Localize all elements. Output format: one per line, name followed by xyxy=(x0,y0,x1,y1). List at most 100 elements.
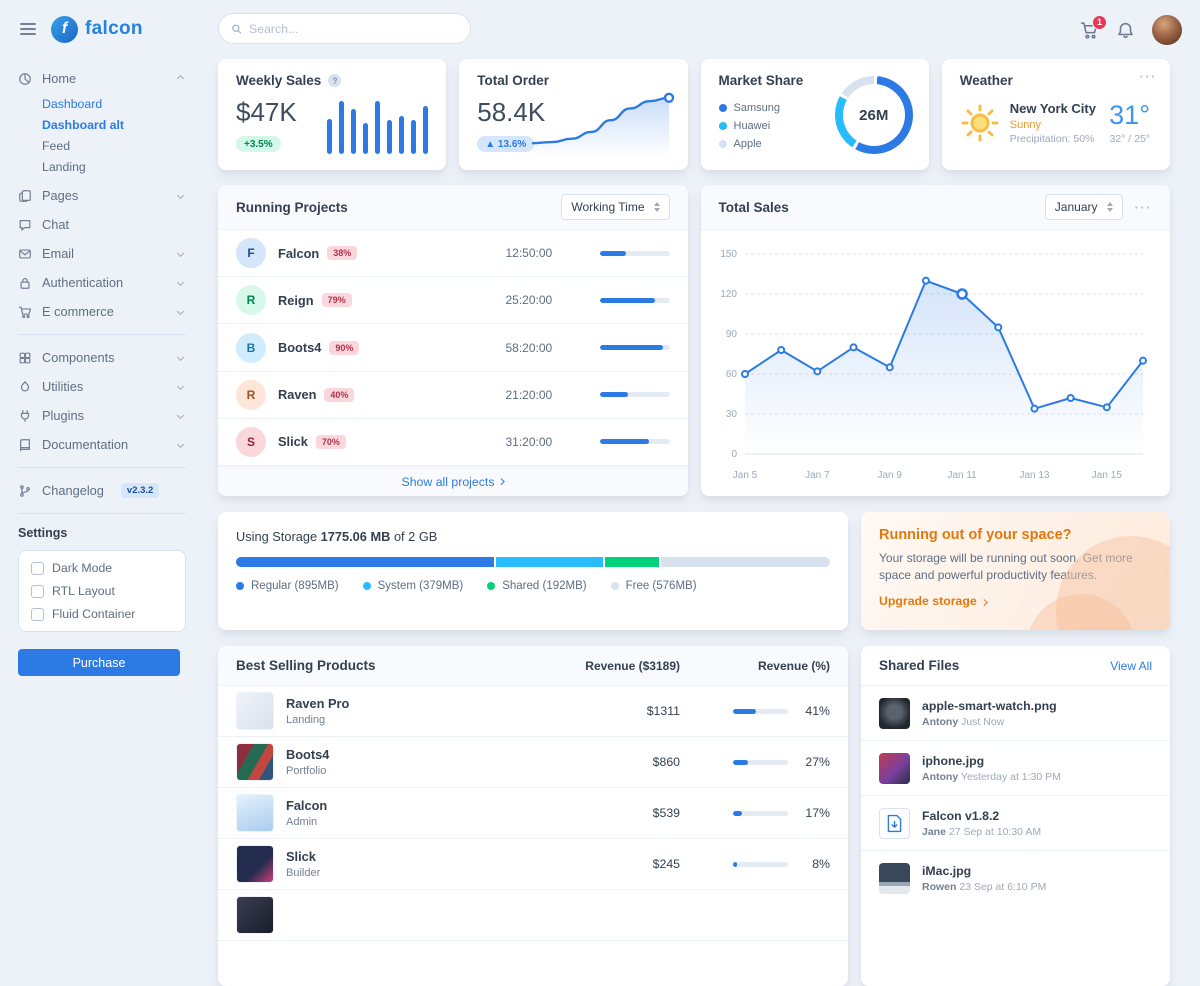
info-icon[interactable]: ? xyxy=(328,74,342,87)
product-row-partial xyxy=(218,890,848,941)
legend-label: Samsung xyxy=(733,102,780,114)
fluid-container-checkbox[interactable] xyxy=(31,607,44,621)
project-badge: 40% xyxy=(324,387,355,402)
search-input[interactable] xyxy=(249,21,458,36)
sidebar-item-chat[interactable]: Chat xyxy=(18,210,186,239)
upgrade-body: Your storage will be running out soon. G… xyxy=(879,551,1133,583)
total-order-line-chart xyxy=(531,92,674,158)
product-category: Builder xyxy=(286,867,321,879)
project-badge: 70% xyxy=(315,434,346,449)
product-thumbnail xyxy=(236,692,274,730)
bell-icon xyxy=(1118,22,1133,38)
more-menu-icon[interactable]: ··· xyxy=(1139,69,1157,84)
chevron-down-icon xyxy=(176,307,185,316)
dark-mode-checkbox[interactable] xyxy=(31,561,44,575)
more-menu-icon[interactable]: ··· xyxy=(1134,199,1152,215)
upgrade-storage-link[interactable]: Upgrade storage xyxy=(879,594,988,608)
sidebar: f falcon Home Dashboard Dashboard alt Fe… xyxy=(0,0,200,900)
file-name-link[interactable]: iphone.jpg xyxy=(922,754,985,768)
sidebar-item-changelog[interactable]: Changelog v2.3.2 xyxy=(18,476,186,505)
menu-toggle-icon[interactable] xyxy=(18,19,38,39)
sidebar-item-dashboard[interactable]: Dashboard xyxy=(42,96,103,111)
notifications-button[interactable] xyxy=(1116,21,1135,40)
product-thumbnail xyxy=(236,743,274,781)
legend-label: Huawei xyxy=(733,120,771,132)
product-row: Slick Builder $245 8% xyxy=(218,839,848,890)
sidebar-item-feed[interactable]: Feed xyxy=(42,138,71,153)
cart-count-badge: 1 xyxy=(1092,14,1107,30)
file-author: Antony xyxy=(922,716,959,728)
svg-text:Jan 11: Jan 11 xyxy=(947,470,977,481)
sidebar-item-home[interactable]: Home xyxy=(18,64,186,93)
brand-logo[interactable]: f falcon xyxy=(51,15,143,43)
svg-text:Jan 13: Jan 13 xyxy=(1019,470,1049,481)
project-avatar: R xyxy=(236,379,266,410)
sidebar-item-utilities[interactable]: Utilities xyxy=(18,372,186,401)
svg-text:Jan 9: Jan 9 xyxy=(877,470,902,481)
project-name-link[interactable]: Slick xyxy=(278,434,308,450)
dark-mode-toggle[interactable]: Dark Mode xyxy=(31,561,173,575)
sidebar-item-pages[interactable]: Pages xyxy=(18,181,186,210)
project-progress-bar xyxy=(599,345,670,350)
project-row: S Slick 70% 31:20:00 xyxy=(218,419,688,467)
project-name-link[interactable]: Raven xyxy=(278,387,317,403)
product-name-link[interactable]: Raven Pro xyxy=(286,696,350,711)
sidebar-item-plugins[interactable]: Plugins xyxy=(18,401,186,430)
total-order-badge: ▲ 13.6% xyxy=(477,136,535,152)
fluid-container-toggle[interactable]: Fluid Container xyxy=(31,607,173,621)
weekly-sales-card: Weekly Sales ? $47K +3.5% xyxy=(218,59,447,170)
chevron-up-icon xyxy=(176,74,185,83)
storage-label: Using Storage 1775.06 MB of 2 GB xyxy=(236,529,438,544)
project-list: F Falcon 38% 12:50:00 R Reign 79% 25:20:00… xyxy=(218,230,688,467)
product-name-link[interactable]: Slick xyxy=(286,849,316,864)
project-badge: 90% xyxy=(329,340,360,355)
file-name-link[interactable]: iMac.jpg xyxy=(922,864,972,878)
project-name-link[interactable]: Reign xyxy=(278,292,314,308)
working-time-select[interactable]: Working Time xyxy=(561,194,670,220)
project-name-link[interactable]: Boots4 xyxy=(278,340,322,355)
cart-button[interactable]: 1 xyxy=(1080,14,1107,40)
file-time: Yesterday at 1:30 PM xyxy=(960,771,1061,783)
sidebar-item-dashboard-alt[interactable]: Dashboard alt xyxy=(42,117,124,132)
sidebar-item-authentication[interactable]: Authentication xyxy=(18,268,186,297)
project-badge: 38% xyxy=(327,246,358,261)
product-name-link[interactable]: Boots4 xyxy=(286,747,330,762)
file-name-link[interactable]: apple-smart-watch.png xyxy=(922,699,1057,713)
sidebar-item-documentation[interactable]: Documentation xyxy=(18,430,186,459)
show-all-projects-link[interactable]: Show all projects xyxy=(218,466,688,496)
rtl-layout-toggle[interactable]: RTL Layout xyxy=(31,584,173,598)
sidebar-item-ecommerce[interactable]: E commerce xyxy=(18,297,186,326)
weather-city: New York City xyxy=(1009,100,1096,116)
project-name-link[interactable]: Falcon xyxy=(278,245,320,261)
svg-text:90: 90 xyxy=(725,329,737,340)
storage-card: Using Storage 1775.06 MB of 2 GB Regular… xyxy=(218,512,848,630)
nav-label: Components xyxy=(42,350,115,365)
month-select[interactable]: January xyxy=(1044,194,1123,220)
sun-icon xyxy=(961,104,999,141)
legend-item: Free (576MB) xyxy=(610,580,697,592)
legend-item: System (379MB) xyxy=(362,580,463,592)
purchase-button[interactable]: Purchase xyxy=(18,649,180,676)
cart-icon xyxy=(18,306,32,318)
svg-text:150: 150 xyxy=(720,249,737,260)
project-row: R Raven 40% 21:20:00 xyxy=(218,372,688,419)
file-time: Just Now xyxy=(961,716,1005,728)
sidebar-item-email[interactable]: Email xyxy=(18,239,186,268)
sidebar-item-landing[interactable]: Landing xyxy=(42,159,86,174)
product-name-link[interactable]: Falcon xyxy=(286,798,328,813)
storage-segment xyxy=(236,557,496,567)
file-name-link[interactable]: Falcon v1.8.2 xyxy=(922,809,1000,823)
legend-dot xyxy=(487,582,496,590)
sidebar-item-components[interactable]: Components xyxy=(18,343,186,372)
project-time: 12:50:00 xyxy=(505,246,553,261)
user-avatar[interactable] xyxy=(1152,15,1182,45)
weekly-sales-title: Weekly Sales xyxy=(236,73,322,88)
view-all-link[interactable]: View All xyxy=(1110,658,1152,673)
rtl-layout-checkbox[interactable] xyxy=(31,584,44,598)
weather-card: Weather ··· New York City Sunny Precip xyxy=(941,59,1170,170)
product-percent-bar xyxy=(733,759,788,765)
product-thumbnail xyxy=(236,794,274,832)
weather-range: 32° / 25° xyxy=(1109,133,1150,145)
topbar-actions: 1 xyxy=(1080,14,1182,45)
svg-text:Jan 5: Jan 5 xyxy=(732,470,757,481)
